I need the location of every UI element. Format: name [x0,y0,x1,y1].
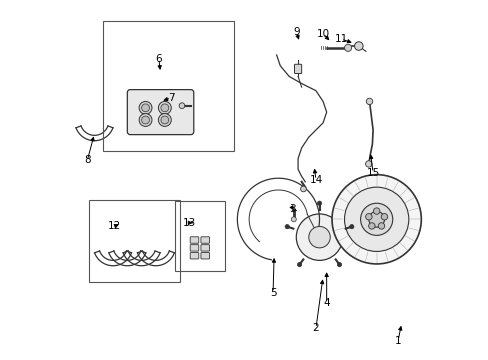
Circle shape [354,42,363,50]
Circle shape [368,223,374,229]
Circle shape [308,226,329,248]
Text: 2: 2 [312,323,319,333]
Circle shape [317,201,321,205]
FancyBboxPatch shape [201,252,209,259]
Circle shape [365,213,371,220]
FancyBboxPatch shape [201,245,209,251]
Text: 6: 6 [155,54,162,64]
Circle shape [291,217,296,222]
Circle shape [297,262,301,267]
Text: 4: 4 [323,298,329,308]
Circle shape [142,116,149,124]
Text: 7: 7 [167,93,174,103]
FancyBboxPatch shape [127,90,193,135]
Circle shape [142,104,149,112]
FancyBboxPatch shape [190,252,198,259]
Circle shape [179,103,184,109]
Text: 3: 3 [289,203,295,213]
Text: 9: 9 [292,27,299,37]
FancyBboxPatch shape [201,237,209,243]
FancyBboxPatch shape [190,245,198,251]
Circle shape [378,223,384,229]
Circle shape [368,211,384,227]
Circle shape [365,161,371,167]
Circle shape [300,186,305,192]
Text: 8: 8 [84,156,90,165]
Circle shape [344,44,351,51]
Circle shape [381,213,387,220]
Text: 12: 12 [107,221,121,231]
FancyBboxPatch shape [294,64,301,73]
Circle shape [331,175,421,264]
Circle shape [373,208,379,214]
Circle shape [296,214,342,260]
Circle shape [337,262,341,267]
Text: 15: 15 [366,168,379,178]
Circle shape [366,98,372,105]
Circle shape [139,102,152,114]
Circle shape [360,203,392,235]
Text: 14: 14 [309,175,322,185]
Text: 1: 1 [394,336,401,346]
Text: 13: 13 [182,218,195,228]
Bar [89,200,180,282]
Bar [103,21,233,152]
Circle shape [158,102,171,114]
Circle shape [285,225,289,229]
Text: 11: 11 [334,34,347,44]
Circle shape [158,113,171,126]
Text: 10: 10 [316,28,329,39]
FancyBboxPatch shape [190,237,198,243]
Circle shape [161,116,168,124]
Circle shape [349,225,353,229]
Circle shape [161,104,168,112]
Circle shape [139,113,152,126]
Circle shape [344,187,408,251]
Text: 5: 5 [269,288,276,297]
Bar [175,202,224,271]
